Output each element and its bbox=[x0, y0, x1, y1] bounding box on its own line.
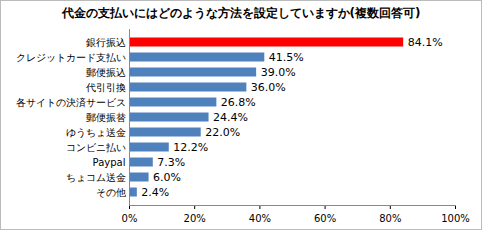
svg-text:39.0%: 39.0% bbox=[261, 66, 296, 79]
svg-text:36.0%: 36.0% bbox=[251, 81, 286, 94]
svg-text:ちょコム送金: ちょコム送金 bbox=[66, 172, 126, 183]
svg-text:Paypal: Paypal bbox=[93, 157, 126, 168]
svg-text:その他: その他 bbox=[96, 187, 126, 198]
svg-text:6.0%: 6.0% bbox=[153, 171, 181, 184]
svg-text:80%: 80% bbox=[379, 213, 401, 224]
svg-text:100%: 100% bbox=[441, 213, 470, 224]
svg-text:0%: 0% bbox=[122, 213, 138, 224]
html-text:代金の支払いにはどのような方法を設定していますか(複数回答可: 代金の支払いにはどのような方法を設定していますか(複数回答可) bbox=[61, 6, 421, 20]
svg-text:各サイトの決済サービス: 各サイトの決済サービス bbox=[16, 97, 126, 108]
svg-text:26.8%: 26.8% bbox=[221, 96, 256, 109]
svg-text:12.2%: 12.2% bbox=[173, 141, 208, 154]
svg-text:クレジットカード支払い: クレジットカード支払い bbox=[16, 52, 126, 63]
svg-text:2.4%: 2.4% bbox=[141, 186, 169, 199]
svg-text:41.5%: 41.5% bbox=[269, 51, 304, 64]
svg-text:22.0%: 22.0% bbox=[205, 126, 240, 139]
svg-text:40%: 40% bbox=[249, 213, 271, 224]
svg-text:郵便振替: 郵便振替 bbox=[86, 112, 126, 123]
svg-text:60%: 60% bbox=[314, 213, 336, 224]
svg-text:代引引換: 代引引換 bbox=[85, 82, 126, 93]
svg-text:銀行振込: 銀行振込 bbox=[86, 37, 126, 48]
svg-text:7.3%: 7.3% bbox=[157, 156, 185, 169]
svg-text:郵便振込: 郵便振込 bbox=[86, 67, 126, 78]
svg-text:20%: 20% bbox=[184, 213, 206, 224]
svg-text:84.1%: 84.1% bbox=[408, 36, 443, 49]
svg-text:コンビニ払い: コンビニ払い bbox=[66, 142, 126, 153]
svg-text:24.4%: 24.4% bbox=[213, 111, 248, 124]
svg-text:ゆうちょ送金: ゆうちょ送金 bbox=[66, 127, 126, 138]
